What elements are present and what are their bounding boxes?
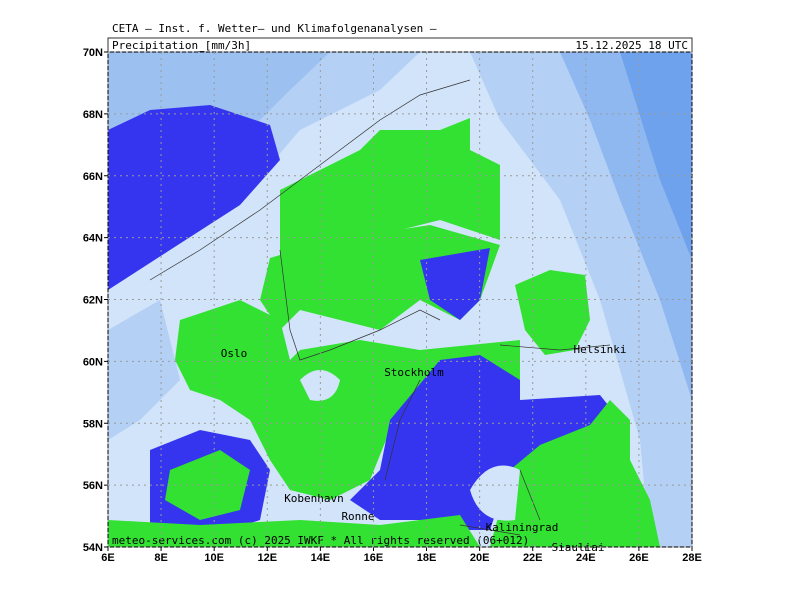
lat-tick-label: 70N xyxy=(83,47,103,59)
lon-tick-label: 8E xyxy=(154,552,167,564)
city-label: Helsinki xyxy=(574,343,627,356)
city-label: Kaliningrad xyxy=(486,521,559,534)
precip-heavy xyxy=(108,105,280,290)
lon-tick-label: 16E xyxy=(364,552,384,564)
lon-tick-label: 14E xyxy=(311,552,331,564)
lat-tick-label: 60N xyxy=(83,356,103,368)
precip-light xyxy=(470,465,520,521)
lon-tick-label: 18E xyxy=(417,552,437,564)
lat-tick-label: 68N xyxy=(83,109,103,121)
lon-tick-label: 10E xyxy=(204,552,224,564)
lon-tick-label: 20E xyxy=(470,552,490,564)
footer-bg xyxy=(109,534,449,546)
precip-band xyxy=(620,52,692,260)
lon-tick-label: 6E xyxy=(101,552,114,564)
lon-tick-label: 26E xyxy=(629,552,649,564)
lon-tick-label: 28E xyxy=(682,552,702,564)
precip-moderate xyxy=(490,400,660,547)
valid-time: 15.12.2025 18 UTC xyxy=(575,39,688,52)
precip-heavy xyxy=(420,248,490,320)
lon-tick-label: 12E xyxy=(257,552,277,564)
lat-tick-label: 54N xyxy=(83,542,103,554)
lat-tick-label: 66N xyxy=(83,171,103,183)
lat-tick-label: 56N xyxy=(83,480,103,492)
precip-moderate xyxy=(175,300,520,500)
footer: meteo-services.com (c) 2025 IWKF * All r… xyxy=(112,534,529,547)
field-name: Precipitation_[mm/3h] xyxy=(112,39,251,52)
city-label: Kobenhavn xyxy=(284,492,344,505)
lat-tick-label: 58N xyxy=(83,418,103,430)
precip-moderate xyxy=(515,270,590,355)
lat-tick-label: 62N xyxy=(83,295,103,307)
axes: 6E 8E 10E 12E 14E 16E 18E 20E 22E 24E 26E 28E 54N 56N… xyxy=(83,47,702,564)
map-area: Oslo Stockholm Helsinki Kobenhavn Ronne … xyxy=(107,51,693,554)
precip-light xyxy=(300,370,340,401)
precip-band xyxy=(108,300,180,440)
lon-tick-label: 24E xyxy=(576,552,596,564)
city-label: Ronne xyxy=(341,510,374,523)
header-institute: CETA – Inst. f. Wetter– und Klimafolgena… xyxy=(112,22,437,35)
coastline xyxy=(149,79,611,536)
precip-moderate xyxy=(165,450,250,520)
precip-moderate xyxy=(280,118,500,260)
lon-tick-label: 22E xyxy=(523,552,543,564)
lat-tick-label: 64N xyxy=(83,233,103,245)
precip-heavy xyxy=(350,355,620,530)
city-label: Oslo xyxy=(221,347,248,360)
city-label: Stockholm xyxy=(384,366,444,379)
